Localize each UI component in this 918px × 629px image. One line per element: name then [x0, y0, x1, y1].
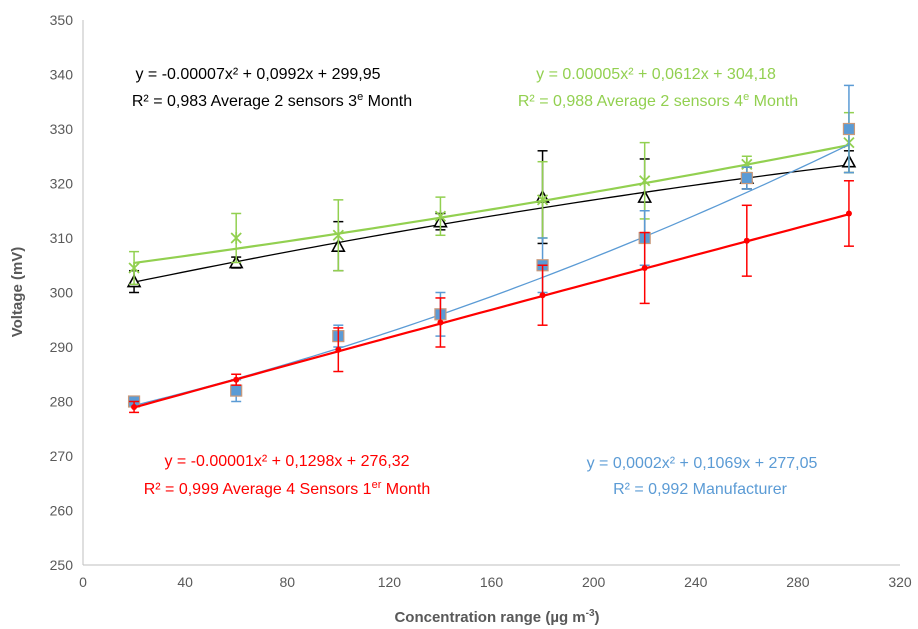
x-tick-label: 320: [888, 574, 912, 590]
r2-black-sup: e: [357, 91, 363, 103]
point-green: [128, 261, 140, 274]
point-red: [437, 319, 444, 326]
r2-black: R² = 0,983 Average 2 sensors 3e Month: [132, 91, 412, 110]
equation-black: y = -0.00007x² + 0,0992x + 299,95: [135, 66, 380, 83]
r2-black-main: R² = 0,983 Average 2 sensors 3: [132, 93, 357, 110]
point-blue: [230, 384, 243, 397]
point-red: [131, 403, 138, 410]
x-axis-title: Concentration range (µg m-3): [394, 608, 599, 626]
x-tick-label: 240: [684, 574, 708, 590]
trendline-green: [133, 144, 850, 265]
y-tick-label: 340: [50, 67, 74, 83]
point-blue: [842, 122, 856, 136]
series-blue: [127, 84, 856, 408]
equation-green: y = 0.00005x² + 0,0612x + 304,18: [536, 66, 776, 83]
r2-green-end: Month: [749, 93, 798, 110]
point-blue: [740, 171, 753, 185]
point-red: [845, 210, 852, 217]
x-tick-label: 40: [177, 574, 193, 590]
y-tick-labels: 250 260 270 280 290 300 310 320 330 340 350: [50, 12, 74, 573]
x-tick-label: 200: [582, 574, 606, 590]
trendline-black: [133, 164, 850, 283]
equation-red: y = -0.00001x² + 0,1298x + 276,32: [164, 453, 409, 470]
point-green: [434, 210, 447, 223]
y-tick-label: 320: [50, 176, 74, 192]
equation-blue: y = 0,0002x² + 0,1069x + 277,05: [587, 455, 818, 472]
r2-red-main: R² = 0,999 Average 4 Sensors 1: [144, 481, 372, 498]
y-axis-title: Voltage (mV): [9, 247, 26, 338]
point-green: [536, 193, 549, 206]
x-tick-label: 280: [786, 574, 810, 590]
point-red: [233, 376, 240, 383]
point-red: [641, 264, 648, 271]
r2-red-end: Month: [381, 481, 430, 498]
r2-green-sup: e: [743, 91, 749, 103]
x-tick-label: 80: [279, 574, 295, 590]
y-tick-label: 290: [50, 339, 74, 355]
trendline-red: [133, 213, 850, 409]
series-layer: [126, 84, 857, 414]
point-red: [539, 292, 546, 299]
point-red: [743, 237, 750, 244]
series-red: [129, 180, 854, 414]
y-tick-label: 260: [50, 503, 74, 519]
y-tick-label: 250: [50, 557, 74, 573]
y-tick-label: 350: [50, 12, 74, 28]
y-tick-label: 310: [50, 230, 74, 246]
y-tick-label: 270: [50, 448, 74, 464]
y-tick-label: 280: [50, 394, 74, 410]
r2-green: R² = 0,988 Average 2 sensors 4e Month: [518, 91, 798, 110]
y-tick-label: 300: [50, 285, 74, 301]
point-green: [332, 229, 344, 242]
r2-red: R² = 0,999 Average 4 Sensors 1er Month: [144, 479, 431, 498]
point-red: [335, 346, 342, 353]
x-tick-label: 160: [480, 574, 504, 590]
x-axis-title-sup: -3: [586, 608, 595, 619]
plot-area: 250 260 270 280 290 300 310 320 330 340 350 0 40 80 1…: [50, 12, 912, 590]
x-tick-labels: 0 40 80 120 160 200 240 280 320: [79, 574, 912, 590]
x-axis-title-end: ): [595, 609, 600, 626]
point-green: [639, 174, 651, 187]
x-axis-title-main: Concentration range (µg m: [394, 609, 585, 626]
point-green: [230, 232, 242, 244]
r2-black-end: Month: [363, 93, 412, 110]
r2-red-sup: er: [372, 479, 382, 491]
y-tick-label: 330: [50, 121, 74, 137]
x-tick-label: 120: [378, 574, 402, 590]
r2-green-main: R² = 0,988 Average 2 sensors 4: [518, 93, 743, 110]
r2-blue: R² = 0,992 Manufacturer: [613, 481, 788, 498]
x-tick-label: 0: [79, 574, 87, 590]
